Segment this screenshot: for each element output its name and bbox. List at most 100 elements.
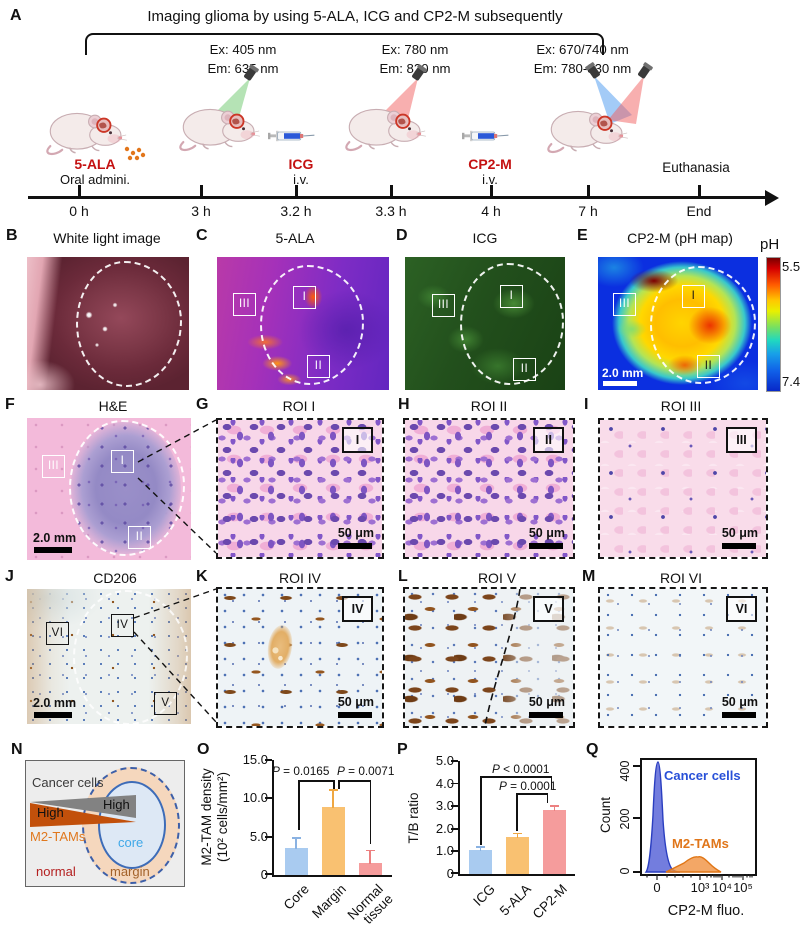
error-bar [332,790,334,808]
ticklabel-33h: 3.3 h [375,203,407,219]
bar-5-ala [506,836,529,874]
roi-box-iii: III [233,293,256,316]
scalebar-label: 50 μm [721,695,758,709]
panel-letter-a: A [10,7,22,24]
syringe-icon-2 [462,130,509,142]
bar-icg [469,850,492,874]
roi-ii-panel: II 50 μm [403,418,575,559]
agent-5ala: 5-ALA [74,156,116,172]
cd206-overview-image: VI IV V 2.0 mm [27,589,191,724]
syringe-icon-1 [268,130,315,142]
scalebar [338,712,372,718]
ticklabel-end: End [686,203,712,219]
ph-map-image: III I II 2.0 mm [598,257,758,390]
tick-4h [490,185,493,197]
scalebar [603,381,637,386]
panel-letter-c: C [196,227,208,244]
error-bar [516,834,519,838]
icg-fluorescence-image: III I II [405,257,565,390]
q-y-axis-label: Count [598,796,613,834]
scalebar-label: 50 μm [528,695,565,709]
sig-bracket [516,793,548,795]
roi-box-iv: IV [111,614,134,637]
cd206-roi-iv-image [218,589,382,726]
roi-box-i: I [500,285,523,308]
tick-end [698,185,701,197]
roi-box-iii: III [613,293,636,316]
roi-box-iii: III [432,294,455,317]
panel-letter-b: B [6,227,18,244]
panel-letter-o: O [197,741,210,758]
roi-box-ii: II [513,358,536,381]
tick-0h [78,185,81,197]
tumor-outline [460,263,564,385]
cancer-cell-wedge [30,795,136,818]
gradient-wedges [30,795,136,827]
error-bar-cap [550,805,559,807]
he-overview-image: III I II 2.0 mm [27,418,191,560]
m2-tams-label: M2-TAMs [30,829,86,844]
scalebar [722,712,756,718]
q-legend-cancer-cells: Cancer cells [664,768,741,783]
mouse-icon-1 [46,112,129,156]
q-plot-frame [640,758,757,876]
error-bar [553,806,556,811]
cancer-cells-label: Cancer cells [32,775,104,790]
panel-c-title: 5-ALA [275,230,315,246]
panel-letter-q: Q [586,741,599,758]
roi-box-iii: III [42,455,65,478]
mouse-icon-2 [179,108,262,152]
o-y-axis-label: M2-TAM density (10² cells/mm²) [199,768,230,866]
scalebar [529,712,563,718]
error-bar-cap [476,845,485,848]
panel-e-title: CP2-M (pH map) [627,230,733,246]
panel-letter-e: E [577,227,588,244]
margin-boundary-line [484,589,521,726]
tick-3h [200,185,203,197]
bar-core [284,848,308,875]
scalebar [722,543,756,549]
p-pvalue-1: P < 0.0001 [492,762,550,776]
sig-bracket [298,780,335,782]
normal-label: normal [36,864,76,879]
m2-tam-wedge [30,803,136,827]
o-pvalue-2: P = 0.0071 [337,764,395,778]
error-bar-cap [365,849,375,852]
panel-letter-i: I [584,396,589,413]
scalebar [34,712,72,718]
panel-m-title: ROI VI [659,570,702,586]
ex-label-3: Ex: 670/740 nm [536,42,629,57]
o-ytick: 5.0 [249,829,268,844]
flashlight-icon [244,64,259,81]
colorbar-title: pH [760,236,780,253]
panel-l-title: ROI V [477,570,517,586]
agent-icg-route: i.v. [293,172,309,187]
scalebar-label: 2.0 mm [33,696,77,710]
schematic-diagram: Cancer cells High High M2-TAMs core marg… [25,760,185,887]
agent-5ala-route: Oral admini. [59,172,131,187]
tumor-outline [260,265,364,385]
roi-tag-ii: II [533,427,564,453]
5ala-fluorescence-image: III I II [217,257,389,390]
bar-cp2-m [543,809,566,874]
tick-3-3h [390,185,393,197]
ph-colorbar [766,257,781,392]
panel-letter-d: D [396,227,408,244]
panel-letter-n: N [11,741,23,758]
roi-tag-v: V [533,596,564,622]
ticklabel-7h: 7 h [578,203,598,219]
panel-f-title: H&E [98,398,128,414]
error-bar [369,851,371,864]
tick-7h [587,185,590,197]
roi-box-ii: II [697,355,720,378]
agent-cp2m-route: i.v. [482,172,498,187]
exem-block-3: Ex: 670/740 nm Em: 780-830 nm [505,40,660,78]
m2-tams-histogram [665,855,722,873]
panel-letter-f: F [5,396,15,413]
roi-box-vi: VI [46,622,69,645]
error-bar-cap [513,832,522,835]
high-label-right: High [103,797,130,812]
timeline-arrowhead [765,189,779,206]
error-bar-cap [291,837,301,839]
o-pvalue-1: P = 0.0165 [272,764,330,778]
